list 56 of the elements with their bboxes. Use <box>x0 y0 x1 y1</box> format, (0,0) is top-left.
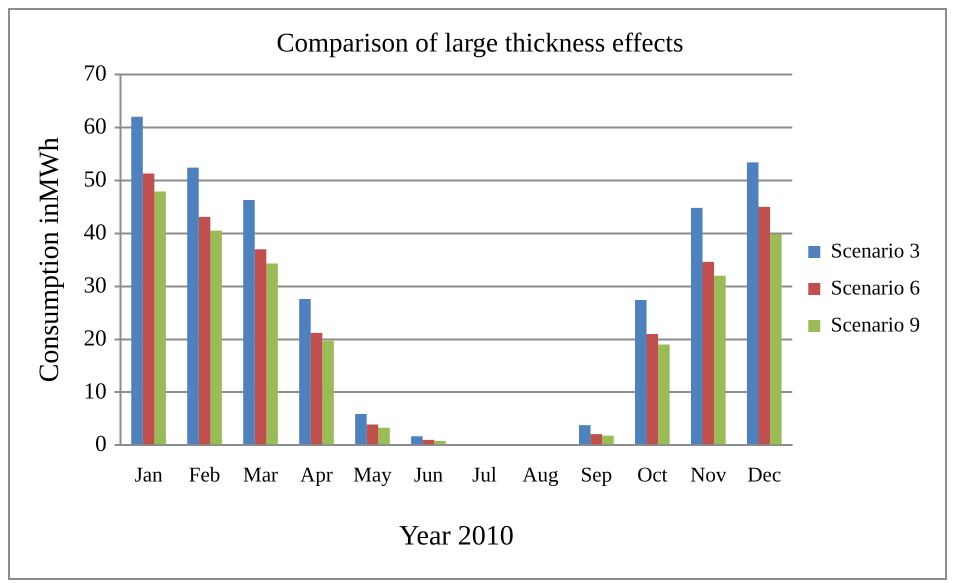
bar <box>198 216 210 444</box>
bar <box>579 425 591 444</box>
bar <box>366 424 378 444</box>
x-tick-label: May <box>353 462 392 486</box>
y-tick-label: 10 <box>84 378 107 404</box>
x-axis-title: Year 2010 <box>399 520 514 552</box>
chart-title: Comparison of large thickness effects <box>276 27 684 58</box>
x-tick-label: Mar <box>243 462 278 486</box>
bar <box>602 436 614 444</box>
bar <box>266 264 278 444</box>
y-tick-label: 70 <box>84 60 107 86</box>
legend-label: Scenario 6 <box>830 276 920 300</box>
y-tick-label: 0 <box>95 431 107 456</box>
x-tick-label: Apr <box>300 462 333 486</box>
bar <box>154 191 166 444</box>
bar <box>714 276 726 444</box>
bar <box>690 208 703 444</box>
y-tick-label: 40 <box>84 219 107 244</box>
x-tick-label: Dec <box>747 462 782 486</box>
y-tick-label: 50 <box>84 166 107 192</box>
legend-label: Scenario 9 <box>830 312 920 337</box>
y-axis-title: Consumption inMWh <box>34 137 66 382</box>
bar <box>142 173 154 444</box>
bar <box>646 334 658 444</box>
bar <box>434 440 446 444</box>
bar <box>590 434 602 444</box>
bar <box>243 200 255 444</box>
bar <box>187 168 199 444</box>
x-tick-label: Jul <box>472 462 497 486</box>
x-tick-label: Aug <box>522 462 559 486</box>
x-tick-label: Oct <box>637 462 668 486</box>
x-tick-label: Nov <box>690 462 727 486</box>
bar <box>210 230 222 444</box>
bar <box>411 436 423 444</box>
x-tick-label: Jan <box>134 462 164 486</box>
bar <box>658 344 670 444</box>
y-tick-label: 20 <box>84 325 107 350</box>
legend-label: Scenario 3 <box>830 238 920 263</box>
x-tick-label: Sep <box>580 462 612 486</box>
bar <box>422 440 434 444</box>
bar <box>770 234 782 444</box>
x-tick-label: Jun <box>414 462 444 486</box>
x-tick-label: Feb <box>188 462 220 486</box>
bar <box>254 249 266 444</box>
y-tick-label: 60 <box>84 113 107 138</box>
bar <box>322 340 334 444</box>
y-tick-label: 30 <box>84 272 107 298</box>
bar <box>746 162 759 444</box>
bar <box>634 300 647 444</box>
bar <box>310 332 322 444</box>
bar <box>299 299 311 444</box>
bar <box>702 262 714 444</box>
bar <box>131 116 143 444</box>
bar <box>758 206 770 444</box>
bar <box>355 414 367 444</box>
bar <box>378 428 390 444</box>
